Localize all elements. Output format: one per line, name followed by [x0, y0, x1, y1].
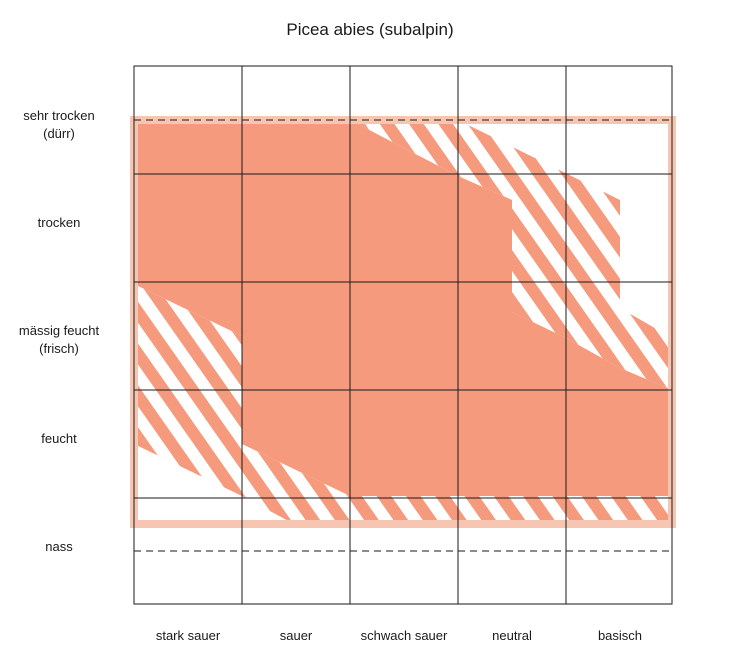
moisture-label-feucht: feucht [41, 431, 77, 446]
acidity-label-stark-sauer: stark sauer [155, 628, 221, 643]
moisture-label-sehr-trocken: sehr trocken (dürr) [23, 108, 95, 141]
moisture-label-trocken: trocken [37, 215, 81, 230]
hatched-range-top-right [350, 120, 672, 390]
acidity-label-neutral: neutral [492, 628, 532, 643]
moisture-label-nass: nass [45, 539, 73, 554]
hatched-range-left [134, 284, 672, 524]
acidity-label-schwach-sauer: schwach sauer [360, 628, 448, 643]
solid-range [134, 120, 672, 496]
diagram-title: Picea abies (subalpin) [286, 20, 454, 39]
moisture-label-maessig-feucht: mässig feucht (frisch) [18, 323, 100, 356]
grid [133, 65, 673, 605]
acidity-label-basisch: basisch [597, 628, 643, 643]
acidity-label-sauer: sauer [279, 628, 313, 643]
